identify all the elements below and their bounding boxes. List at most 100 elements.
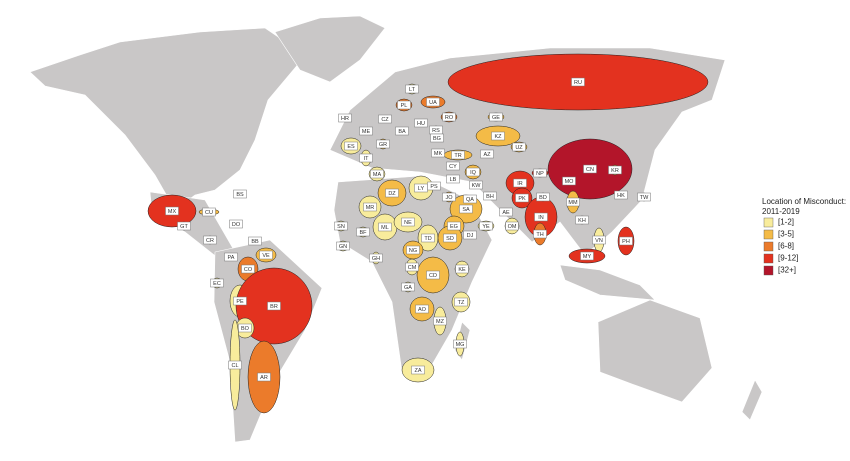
- country-code: CM: [408, 265, 417, 271]
- label-box: [369, 253, 383, 263]
- label-box: [336, 241, 350, 251]
- country-code: DO: [232, 222, 241, 228]
- label-box: [512, 142, 526, 152]
- country-code: TR: [454, 153, 461, 159]
- label-box: [229, 219, 243, 229]
- country-code: RO: [445, 115, 454, 121]
- label-box: [405, 262, 419, 272]
- label-box: [562, 176, 576, 186]
- country-code: TH: [536, 232, 543, 238]
- country-code: MZ: [436, 319, 445, 325]
- country-code: MY: [583, 254, 592, 260]
- label-box: [233, 189, 247, 199]
- new-zealand: [741, 379, 763, 421]
- country-code: TD: [424, 236, 431, 242]
- country-code: RU: [574, 80, 582, 86]
- label-box: [356, 227, 370, 237]
- label-box: [443, 233, 457, 243]
- country-code: LT: [409, 87, 416, 93]
- country-code: CD: [429, 273, 437, 279]
- label-box: [395, 126, 409, 136]
- label-box: [406, 245, 420, 255]
- label-box: [401, 282, 415, 292]
- country-code: ZA: [414, 368, 421, 374]
- country-code: BA: [398, 129, 406, 135]
- country-code: KR: [611, 168, 619, 174]
- country-code: EG: [450, 224, 458, 230]
- legend-label: [1-2]: [778, 218, 794, 227]
- country-code: BD: [539, 195, 547, 201]
- label-box: [580, 251, 594, 261]
- country-code: CY: [449, 164, 457, 170]
- country-code: LB: [450, 177, 457, 183]
- country-code: QA: [466, 197, 474, 203]
- label-box: [385, 188, 399, 198]
- country-code: NE: [404, 220, 412, 226]
- country-code: CZ: [381, 117, 389, 123]
- label-box: [583, 164, 597, 174]
- country-code: CN: [586, 167, 594, 173]
- label-box: [453, 339, 467, 349]
- label-box: [359, 153, 373, 163]
- label-box: [411, 365, 425, 375]
- label-box: [267, 301, 281, 311]
- country-code: ES: [347, 144, 355, 150]
- label-box: [463, 194, 477, 204]
- label-box: [259, 250, 273, 260]
- legend-swatch: [763, 229, 774, 240]
- country-code: MK: [434, 151, 443, 157]
- country-code: MA: [373, 172, 382, 178]
- label-box: [370, 169, 384, 179]
- label-box: [257, 372, 271, 382]
- label-box: [533, 168, 547, 178]
- country-code: VN: [595, 238, 603, 244]
- label-box: [378, 114, 392, 124]
- label-box: [608, 165, 622, 175]
- label-box: [505, 221, 519, 231]
- legend-label: [32+]: [778, 266, 796, 275]
- label-box: [469, 180, 483, 190]
- country-code: UA: [429, 100, 437, 106]
- label-box: [430, 133, 444, 143]
- country-code: SD: [446, 236, 454, 242]
- country-code: BG: [433, 136, 441, 142]
- label-box: [592, 235, 606, 245]
- label-box: [405, 84, 419, 94]
- label-box: [344, 141, 358, 151]
- country-code: SA: [462, 207, 470, 213]
- label-box: [442, 112, 456, 122]
- country-code: GN: [339, 244, 347, 250]
- country-code: DJ: [467, 233, 474, 239]
- label-box: [483, 191, 497, 201]
- label-box: [575, 215, 589, 225]
- label-box: [378, 222, 392, 232]
- country-code: JO: [445, 195, 453, 201]
- country-code: PK: [518, 196, 526, 202]
- label-box: [614, 190, 628, 200]
- label-box: [534, 212, 548, 222]
- label-box: [177, 221, 191, 231]
- country-code: GE: [492, 115, 500, 121]
- label-box: [454, 297, 468, 307]
- label-box: [210, 278, 224, 288]
- country-code: KH: [578, 218, 586, 224]
- label-box: [479, 221, 493, 231]
- label-box: [459, 204, 473, 214]
- label-box: [446, 161, 460, 171]
- label-box: [571, 77, 585, 87]
- country-code: KW: [472, 183, 482, 189]
- label-box: [455, 264, 469, 274]
- label-box: [376, 139, 390, 149]
- label-box: [447, 221, 461, 231]
- country-code: BR: [270, 304, 278, 310]
- country-code: AR: [260, 375, 268, 381]
- label-box: [499, 207, 513, 217]
- country-code: PA: [228, 255, 235, 261]
- country-code: GA: [404, 285, 412, 291]
- country-code: YE: [482, 224, 490, 230]
- country-code: RS: [432, 128, 440, 134]
- label-box: [433, 316, 447, 326]
- label-box: [415, 304, 429, 314]
- label-box: [334, 221, 348, 231]
- country-code: PH: [622, 239, 630, 245]
